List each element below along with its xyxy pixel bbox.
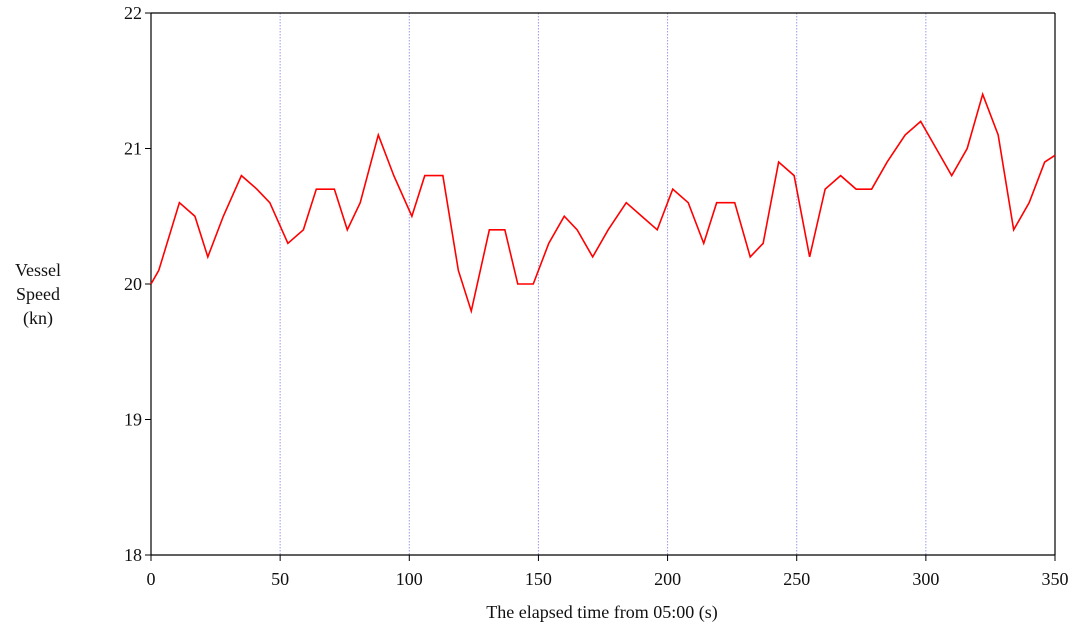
x-tick-label-200: 200 [654,569,681,589]
y-axis-ticks: 18 19 20 21 22 [124,3,151,565]
y-axis-label: Vessel Speed (kn) [0,258,76,330]
x-tick-label-50: 50 [271,569,289,589]
y-tick-label-21: 21 [124,139,142,159]
x-axis-label: The elapsed time from 05:00 (s) [486,602,718,622]
x-tick-label-350: 350 [1042,569,1069,589]
y-axis-label-line-1: Vessel [15,260,61,280]
x-tick-label-250: 250 [783,569,810,589]
vessel-speed-line [150,91,1056,315]
y-axis-label-line-3: (kn) [23,308,53,328]
y-tick-label-18: 18 [124,545,142,565]
axes [150,12,1056,556]
y-tick-label-19: 19 [124,410,142,430]
y-axis-label-line-2: Speed [16,284,60,304]
x-tick-label-100: 100 [396,569,423,589]
x-tick-label-0: 0 [147,569,156,589]
x-tick-label-150: 150 [525,569,552,589]
x-axis-ticks: 0 50 100 150 200 250 300 350 [147,555,1069,589]
y-tick-label-22: 22 [124,3,142,23]
y-tick-label-20: 20 [124,274,142,294]
vertical-gridlines [279,13,927,555]
x-tick-label-300: 300 [912,569,939,589]
